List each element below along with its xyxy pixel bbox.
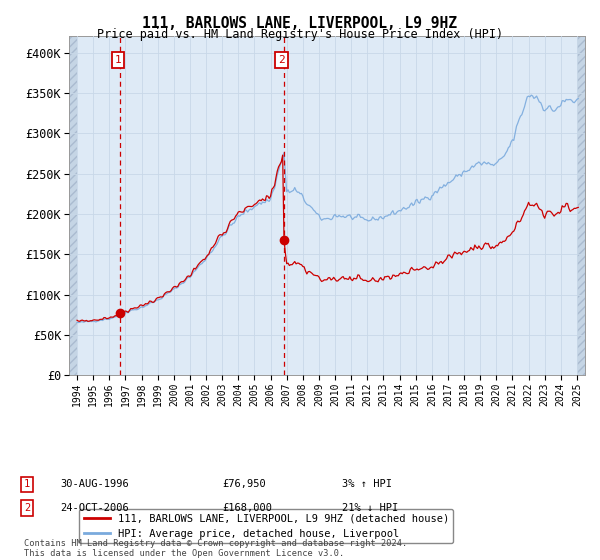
Text: £76,950: £76,950 (222, 479, 266, 489)
Text: 111, BARLOWS LANE, LIVERPOOL, L9 9HZ: 111, BARLOWS LANE, LIVERPOOL, L9 9HZ (143, 16, 458, 31)
Text: 1: 1 (115, 55, 121, 65)
Bar (69, 36, 77, 375)
Text: £168,000: £168,000 (222, 503, 272, 513)
Text: 3% ↑ HPI: 3% ↑ HPI (342, 479, 392, 489)
Text: Price paid vs. HM Land Registry's House Price Index (HPI): Price paid vs. HM Land Registry's House … (97, 28, 503, 41)
Text: 1: 1 (24, 479, 30, 489)
Text: 21% ↓ HPI: 21% ↓ HPI (342, 503, 398, 513)
Bar (577, 36, 585, 375)
Text: 30-AUG-1996: 30-AUG-1996 (60, 479, 129, 489)
Text: 2: 2 (24, 503, 30, 513)
Text: 2: 2 (278, 55, 285, 65)
Legend: 111, BARLOWS LANE, LIVERPOOL, L9 9HZ (detached house), HPI: Average price, detac: 111, BARLOWS LANE, LIVERPOOL, L9 9HZ (de… (79, 509, 454, 543)
Text: 24-OCT-2006: 24-OCT-2006 (60, 503, 129, 513)
Text: Contains HM Land Registry data © Crown copyright and database right 2024.
This d: Contains HM Land Registry data © Crown c… (24, 539, 407, 558)
